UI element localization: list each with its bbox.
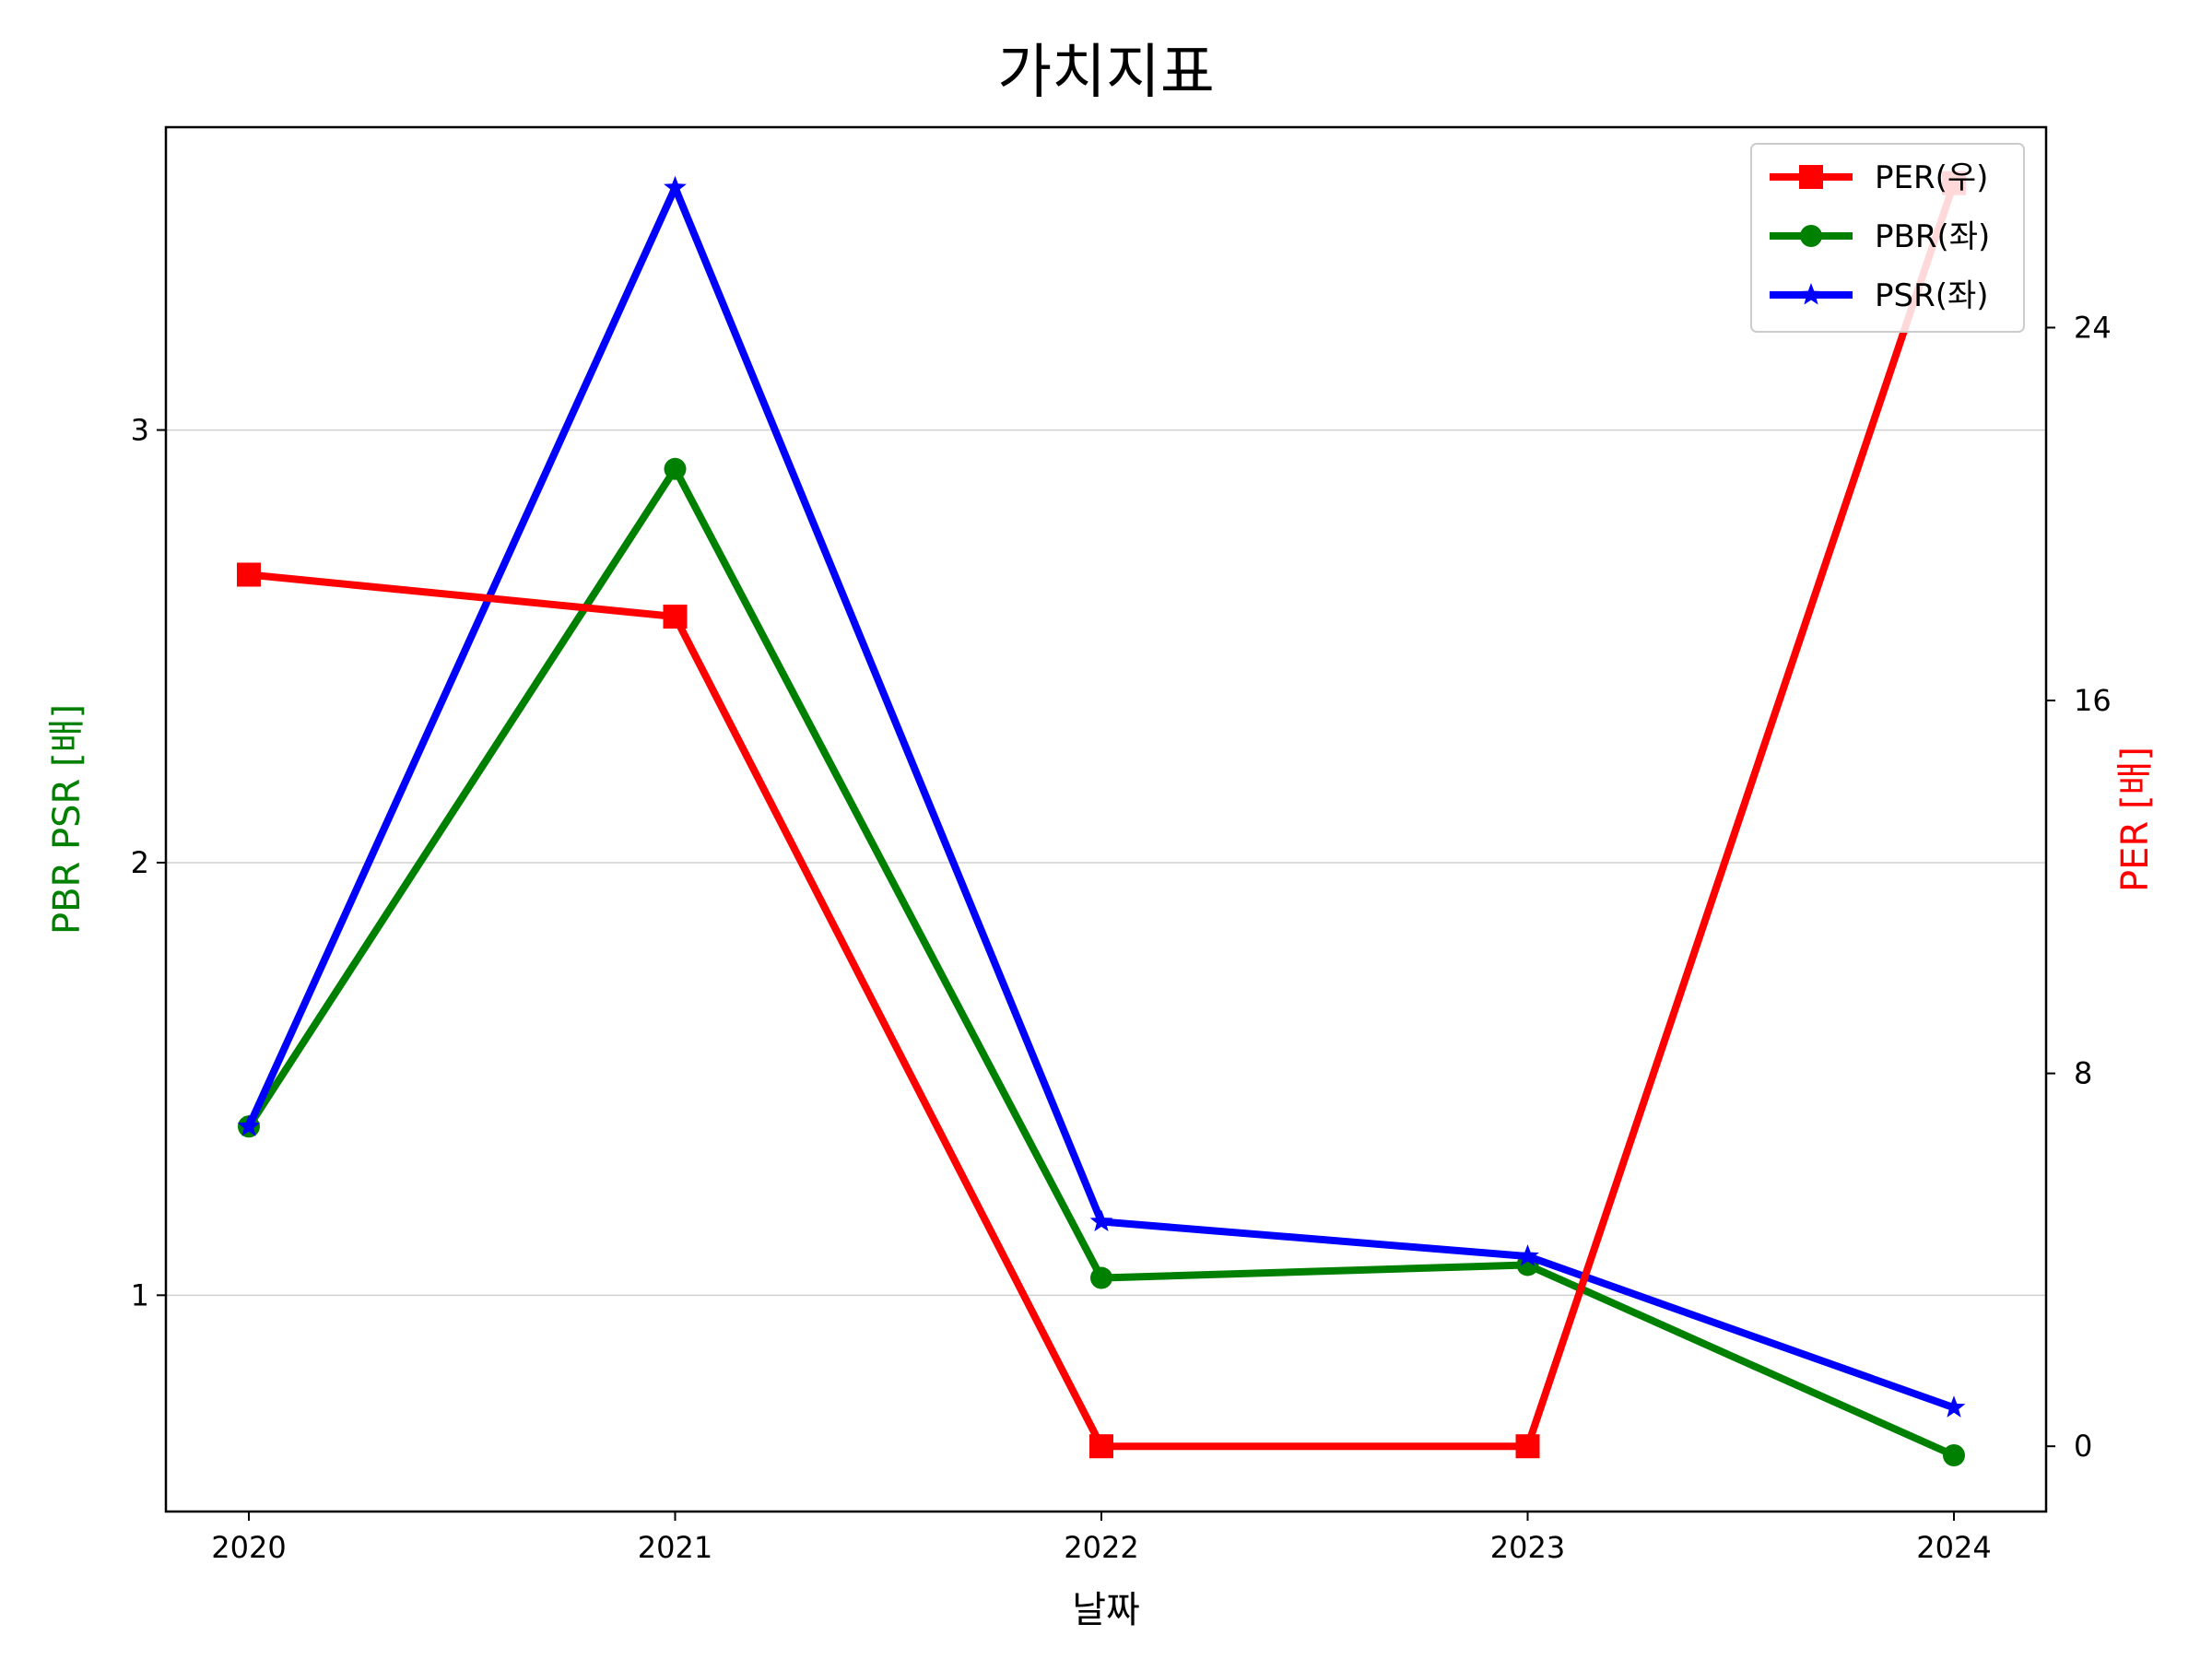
- legend-label: PSR(좌): [1875, 277, 1989, 314]
- legend-label: PER(우): [1875, 159, 1988, 196]
- y-right-tick-label: 8: [2074, 1056, 2092, 1091]
- y-right-tick-label: 16: [2074, 683, 2112, 718]
- y-axis-left: 1 2 3: [131, 413, 166, 1312]
- y-right-tick-label: 24: [2074, 310, 2112, 345]
- series-psr: [237, 175, 1966, 1418]
- data-point-psr: [237, 1114, 261, 1136]
- data-point-per: [1515, 1434, 1540, 1459]
- data-point-psr: [1516, 1244, 1539, 1266]
- y-left-tick-label: 1: [131, 1277, 149, 1312]
- series-layer: [237, 171, 1966, 1466]
- x-tick-label: 2024: [1916, 1530, 1991, 1565]
- y-left-tick-label: 2: [131, 845, 149, 880]
- data-point-pbr: [1943, 1443, 1965, 1466]
- legend-entry-per: PER(우): [1770, 159, 1988, 196]
- legend-marker: [1800, 225, 1822, 247]
- y-axis-left-label: PBR PSR [배]: [46, 704, 88, 935]
- data-point-pbr: [1090, 1266, 1112, 1289]
- series-per: [237, 171, 1966, 1459]
- data-point-per: [237, 562, 261, 587]
- y-axis-right: 0 8 16 24: [2046, 310, 2112, 1464]
- data-point-psr: [1942, 1395, 1966, 1418]
- x-axis: 2020 2021 2022 2023 2024: [211, 1512, 1992, 1565]
- data-point-pbr: [664, 457, 687, 480]
- x-tick-label: 2023: [1490, 1530, 1565, 1565]
- x-tick-label: 2021: [638, 1530, 712, 1565]
- data-point-per: [1089, 1434, 1113, 1459]
- chart-title: 가치지표: [997, 39, 1215, 107]
- y-axis-right-label: PER [배]: [2114, 747, 2157, 892]
- plot-frame: [164, 125, 2048, 1513]
- legend-entry-psr: PSR(좌): [1770, 277, 1989, 314]
- legend-marker: [1799, 165, 1823, 189]
- data-point-psr: [1089, 1209, 1113, 1231]
- x-tick-label: 2022: [1064, 1530, 1138, 1565]
- legend-entry-pbr: PBR(좌): [1770, 218, 1990, 255]
- data-point-per: [663, 605, 688, 629]
- data-point-psr: [664, 175, 687, 198]
- y-right-tick-label: 0: [2074, 1429, 2092, 1464]
- x-tick-label: 2020: [211, 1530, 286, 1565]
- legend-marker: [1799, 283, 1823, 305]
- legend-label: PBR(좌): [1875, 218, 1990, 255]
- legend: PER(우) PBR(좌) PSR(좌): [1750, 143, 2025, 333]
- y-left-tick-label: 3: [131, 413, 149, 448]
- legend-box: [1750, 143, 2025, 333]
- gridlines: [166, 429, 2046, 1297]
- x-axis-label: 날짜: [1072, 1589, 1140, 1631]
